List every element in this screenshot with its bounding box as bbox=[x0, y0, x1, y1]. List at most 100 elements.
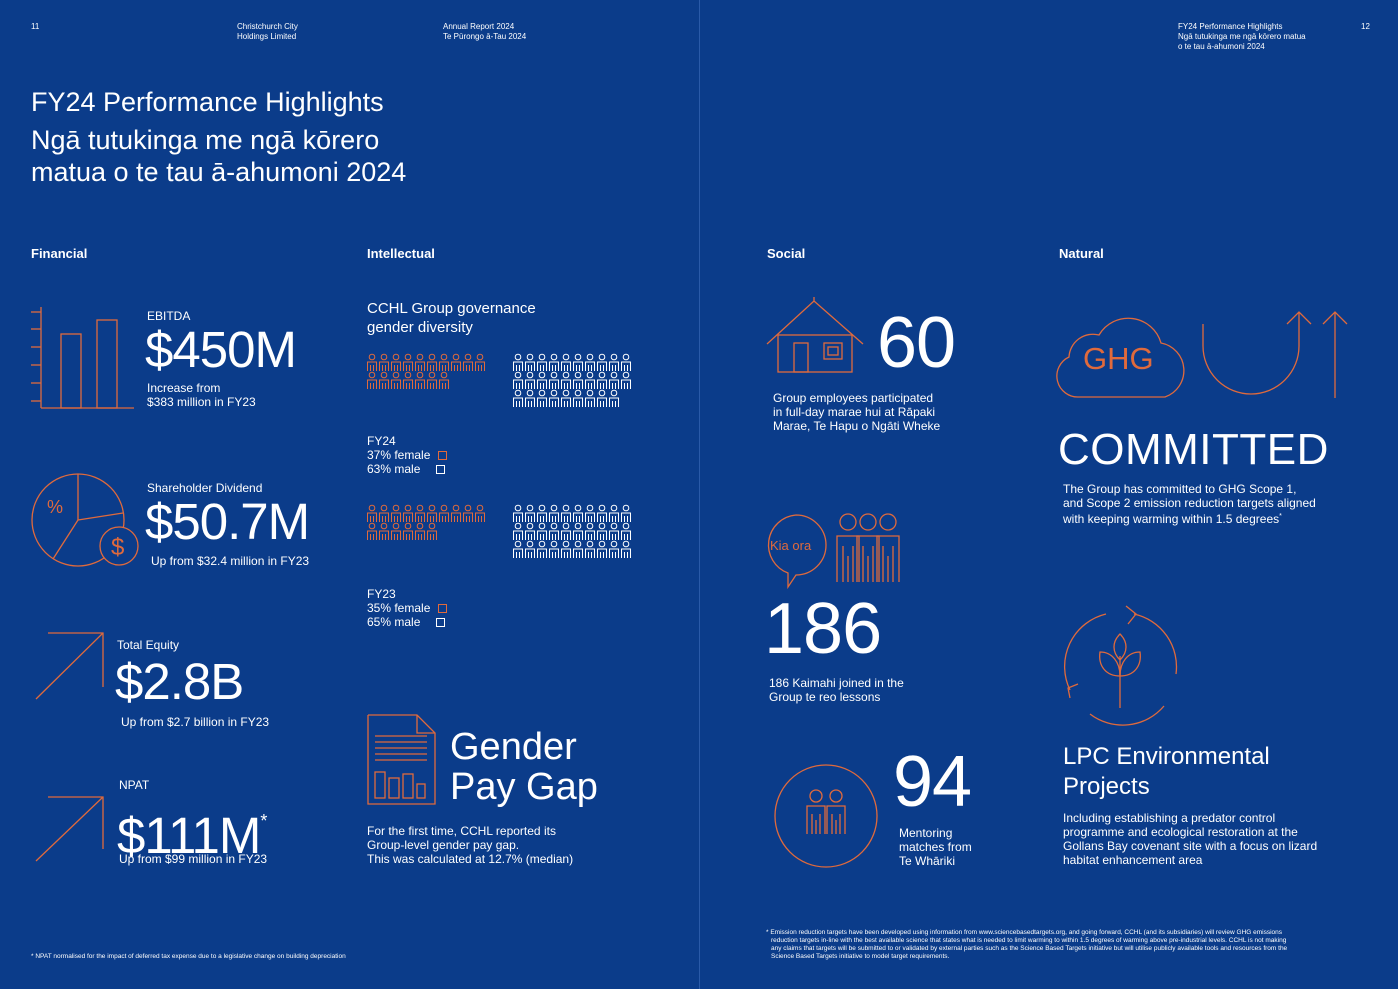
equity-label: Total Equity bbox=[117, 638, 180, 652]
fy23-legend: FY23 35% female 65% male bbox=[367, 587, 448, 629]
person-icon bbox=[573, 540, 583, 558]
person-icon bbox=[609, 522, 619, 540]
fy24-year: FY24 bbox=[367, 434, 396, 448]
lpc-note: Including establishing a predator contro… bbox=[1063, 811, 1317, 867]
dollar-coin-icon: $ bbox=[99, 526, 139, 566]
ebitda-note: Increase from $383 million in FY23 bbox=[147, 381, 256, 409]
fy23-female-label: 35% female bbox=[367, 601, 431, 615]
person-icon bbox=[415, 353, 425, 371]
npat-value: $111M* bbox=[117, 793, 267, 864]
person-icon bbox=[537, 540, 547, 558]
person-icon bbox=[573, 353, 583, 371]
person-icon bbox=[549, 389, 559, 407]
npat-label: NPAT bbox=[119, 778, 150, 792]
speech-bubble-icon bbox=[767, 514, 827, 590]
person-icon bbox=[525, 504, 535, 522]
person-icon bbox=[513, 353, 523, 371]
svg-text:$: $ bbox=[111, 534, 124, 561]
ebitda-note-line1: Increase from bbox=[147, 381, 221, 395]
person-icon bbox=[537, 522, 547, 540]
fy23-male-label: 65% male bbox=[367, 615, 421, 629]
person-icon bbox=[391, 371, 401, 389]
org-line1: Christchurch City bbox=[237, 22, 298, 31]
person-icon bbox=[561, 522, 571, 540]
person-icon bbox=[427, 522, 437, 540]
mentoring-note-line3: Te Whāriki bbox=[899, 854, 956, 868]
person-icon bbox=[525, 389, 535, 407]
person-icon bbox=[549, 371, 559, 389]
reo-note: 186 Kaimahi joined in the Group te reo l… bbox=[769, 676, 904, 704]
person-icon bbox=[379, 353, 389, 371]
person-icon bbox=[585, 504, 595, 522]
ebitda-note-line2: $383 million in FY23 bbox=[147, 395, 256, 409]
org-name: Christchurch City Holdings Limited bbox=[237, 22, 298, 42]
title-line1: FY24 Performance Highlights bbox=[31, 87, 384, 117]
person-icon bbox=[609, 353, 619, 371]
seedling-cycle-icon bbox=[1063, 605, 1178, 726]
natural-footnote-line1: * Emission reduction targets have been d… bbox=[766, 929, 1283, 936]
section-social: Social bbox=[767, 246, 806, 261]
page-title: FY24 Performance Highlights Ngā tutuking… bbox=[31, 86, 406, 188]
female-swatch bbox=[438, 451, 448, 460]
person-icon bbox=[427, 371, 437, 389]
person-icon bbox=[427, 353, 437, 371]
mentoring-value: 94 bbox=[893, 742, 972, 822]
fy24-male-people-grid bbox=[513, 353, 631, 407]
person-icon bbox=[597, 540, 607, 558]
gpg-note-line1: For the first time, CCHL reported its bbox=[367, 824, 556, 838]
person-icon bbox=[463, 504, 473, 522]
ghg-note-line3: with keeping warming within 1.5 degrees bbox=[1063, 512, 1280, 526]
lpc-title-line1: LPC Environmental bbox=[1063, 743, 1270, 770]
person-icon bbox=[621, 522, 631, 540]
person-icon bbox=[549, 504, 559, 522]
ghg-label: GHG bbox=[1083, 341, 1154, 376]
person-icon bbox=[585, 371, 595, 389]
person-icon bbox=[597, 371, 607, 389]
fy24-legend: FY24 37% female 63% male bbox=[367, 434, 448, 476]
person-icon bbox=[525, 540, 535, 558]
title-line3: matua o te tau ā-ahumoni 2024 bbox=[31, 157, 407, 187]
dividend-value: $50.7M bbox=[145, 493, 310, 550]
person-icon bbox=[549, 353, 559, 371]
mentoring-note-line1: Mentoring bbox=[899, 826, 953, 840]
fy23-year: FY23 bbox=[367, 587, 396, 601]
person-icon bbox=[609, 540, 619, 558]
natural-footnote-line2: reduction targets in-line with the best … bbox=[771, 937, 1287, 944]
mentoring-note: Mentoring matches from Te Whāriki bbox=[899, 826, 972, 868]
person-icon bbox=[561, 371, 571, 389]
person-icon bbox=[585, 353, 595, 371]
person-icon bbox=[573, 522, 583, 540]
gpg-note-line3: This was calculated at 12.7% (median) bbox=[367, 852, 574, 866]
person-icon bbox=[415, 504, 425, 522]
person-icon bbox=[475, 353, 485, 371]
fy24-male-label: 63% male bbox=[367, 462, 421, 476]
u-arrow-icon bbox=[1202, 311, 1348, 398]
person-icon bbox=[549, 540, 559, 558]
person-icon bbox=[585, 389, 595, 407]
growth-arrow-icon bbox=[35, 796, 104, 862]
org-line2: Holdings Limited bbox=[237, 32, 297, 41]
report-line2: Te Pūrongo ā-Tau 2024 bbox=[443, 32, 527, 41]
right-header-line1: FY24 Performance Highlights bbox=[1178, 22, 1283, 31]
marae-note-line1: Group employees participated bbox=[773, 391, 934, 405]
person-icon bbox=[573, 371, 583, 389]
group-icon bbox=[836, 513, 900, 582]
person-icon bbox=[609, 504, 619, 522]
person-icon bbox=[403, 504, 413, 522]
section-intellectual: Intellectual bbox=[367, 246, 435, 261]
person-icon bbox=[561, 504, 571, 522]
right-header-line3: o te tau ā-ahumoni 2024 bbox=[1178, 42, 1265, 51]
ebitda-value: $450M bbox=[145, 321, 297, 378]
person-icon bbox=[463, 353, 473, 371]
house-icon bbox=[766, 297, 864, 373]
lpc-note-line4: habitat enhancement area bbox=[1063, 853, 1203, 867]
person-icon bbox=[621, 540, 631, 558]
person-icon bbox=[561, 353, 571, 371]
person-icon bbox=[367, 371, 377, 389]
section-financial: Financial bbox=[31, 246, 88, 261]
right-page-number: 12 bbox=[1361, 22, 1370, 31]
reo-note-line2: Group te reo lessons bbox=[769, 690, 881, 704]
lpc-note-line1: Including establishing a predator contro… bbox=[1063, 811, 1276, 825]
gender-pay-gap-title: Gender Pay Gap bbox=[450, 727, 598, 807]
person-icon bbox=[513, 522, 523, 540]
